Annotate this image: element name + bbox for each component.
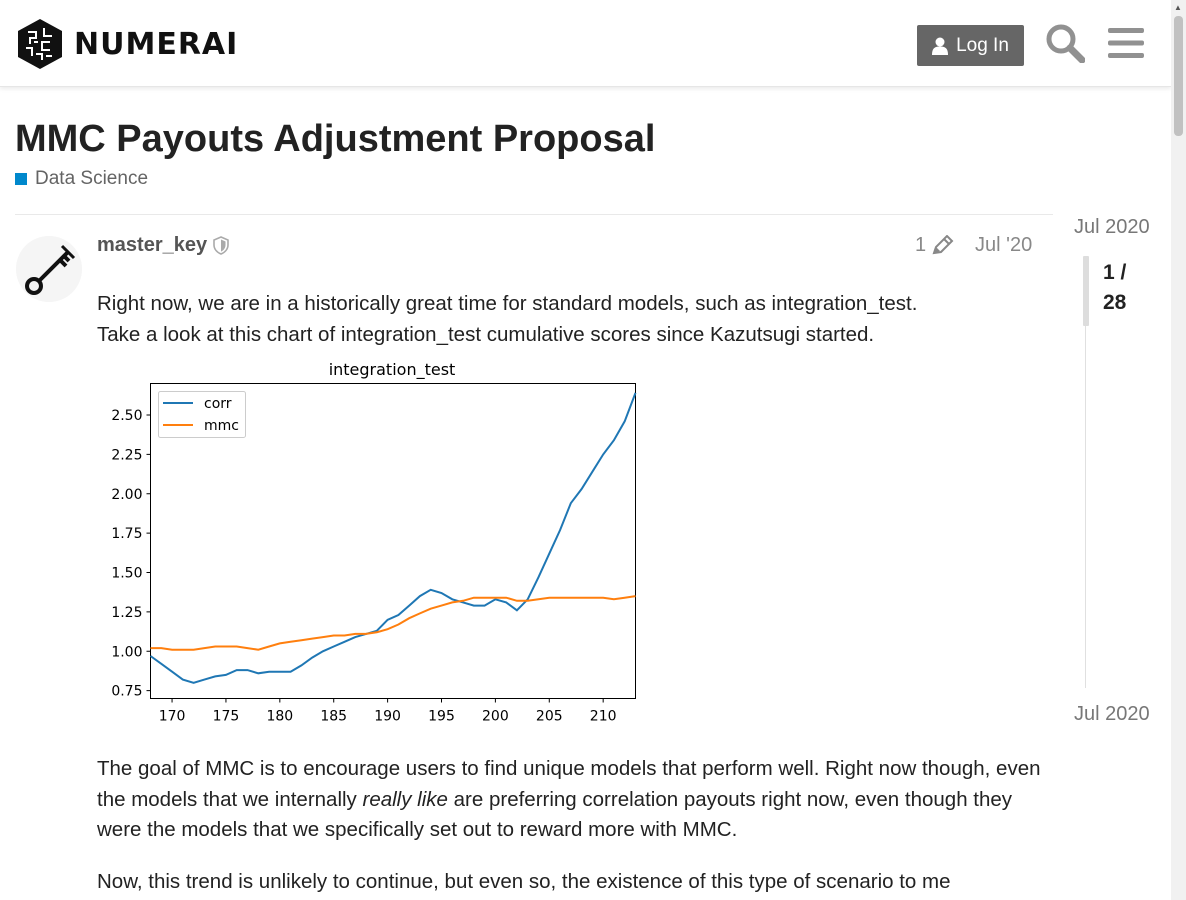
hamburger-menu-button[interactable] (1104, 21, 1148, 65)
paragraph-2-emphasis: really like (362, 787, 448, 811)
numerai-logo-icon (18, 19, 62, 69)
timeline-post-counter: 1 / 28 (1103, 258, 1143, 318)
chart-legend: corr mmc (158, 391, 246, 438)
site-header: NUMERAI Log In (0, 0, 1171, 87)
username[interactable]: master_key (97, 234, 208, 256)
avatar[interactable] (16, 236, 82, 302)
post-paragraph-1: Right now, we are in a historically grea… (97, 289, 1047, 350)
y-tick-label: 1.00 (111, 644, 142, 660)
category-color-square (15, 173, 27, 185)
paragraph-1-line-1: Right now, we are in a historically grea… (97, 292, 918, 315)
x-axis: 170 175 180 185 190 195 200 205 210 (159, 698, 617, 725)
home-logo-link[interactable]: NUMERAI (16, 18, 238, 70)
timeline-handle[interactable] (1083, 256, 1089, 326)
search-button[interactable] (1043, 21, 1087, 65)
scroll-up-arrow-icon[interactable]: ▲ (1174, 3, 1182, 12)
menu-icon (1108, 28, 1144, 58)
timeline-total: 28 (1103, 291, 1127, 314)
paragraph-2-text-a: The goal of MMC is to encourage users to… (97, 757, 1041, 811)
y-tick-label: 1.75 (111, 526, 142, 542)
x-tick-label: 175 (213, 709, 240, 725)
y-tick-label: 1.50 (111, 566, 142, 582)
brand-name: NUMERAI (74, 26, 239, 62)
category-name: Data Science (35, 168, 149, 189)
scrollbar-thumb[interactable] (1174, 16, 1183, 136)
chart-title: integration_test (329, 360, 456, 380)
login-label: Log In (956, 34, 1009, 56)
x-tick-label: 210 (590, 709, 617, 725)
topic-title[interactable]: MMC Payouts Adjustment Proposal (15, 118, 656, 160)
post-divider (15, 214, 1053, 215)
series-line-corr (149, 392, 637, 684)
timeline-start-date[interactable]: Jul 2020 (1074, 216, 1150, 238)
series-lines (149, 392, 637, 684)
key-avatar-icon (16, 236, 82, 302)
timeline-end-date[interactable]: Jul 2020 (1074, 703, 1150, 725)
post-date[interactable]: Jul '20 (975, 234, 1033, 256)
user-icon (932, 37, 949, 55)
x-tick-label: 185 (320, 709, 347, 725)
paragraph-2-text-b: are preferring correlation payouts right… (97, 787, 1013, 842)
post-author[interactable]: master_key (97, 234, 229, 257)
series-line-mmc (150, 595, 636, 651)
edit-history-button[interactable]: 1 (915, 234, 954, 257)
y-tick-label: 2.25 (111, 447, 142, 463)
x-tick-label: 170 (159, 709, 186, 725)
x-tick-label: 195 (428, 709, 455, 725)
x-tick-label: 190 (374, 709, 401, 725)
edit-count: 1 (915, 234, 927, 256)
shield-icon (213, 236, 229, 255)
post-paragraph-2: The goal of MMC is to encourage users to… (97, 754, 1047, 846)
post-paragraph-3: Now, this trend is unlikely to continue,… (97, 870, 951, 893)
integration-test-chart[interactable]: integration_test 0.75 1.00 1.25 1.50 1.75 2.0… (97, 357, 642, 729)
y-axis: 0.75 1.00 1.25 1.50 1.75 2.00 2.25 2.50 (111, 408, 151, 700)
plot-frame (150, 383, 636, 699)
y-tick-label: 1.25 (111, 605, 142, 621)
login-button[interactable]: Log In (917, 25, 1024, 66)
timeline-track[interactable] (1085, 256, 1086, 688)
paragraph-1-line-2: Take a look at this chart of integration… (97, 322, 875, 346)
legend-label-corr: corr (204, 396, 232, 412)
page-scrollbar[interactable]: ▲ (1171, 0, 1186, 900)
y-tick-label: 2.00 (111, 487, 142, 503)
timeline-position: 1 / (1103, 261, 1127, 284)
pencil-icon (932, 234, 954, 254)
search-icon (1046, 24, 1085, 63)
y-tick-label: 2.50 (111, 408, 142, 424)
category-badge[interactable]: Data Science (15, 168, 148, 190)
x-tick-label: 200 (482, 709, 509, 725)
x-tick-label: 180 (266, 709, 293, 725)
x-tick-label: 205 (536, 709, 563, 725)
legend-label-mmc: mmc (204, 418, 239, 434)
y-tick-label: 0.75 (111, 684, 142, 700)
